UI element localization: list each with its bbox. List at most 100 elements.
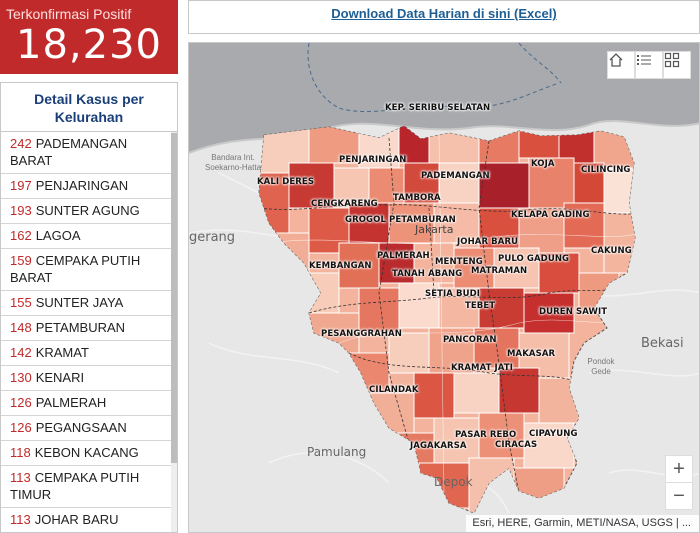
case-count: 242 xyxy=(10,136,32,151)
label-pasar-rebo: PASAR REBO xyxy=(455,430,517,440)
download-excel-link[interactable]: Download Data Harian di sini (Excel) xyxy=(331,6,557,21)
place-jakarta: Jakarta xyxy=(415,223,454,236)
list-item[interactable]: 148 PETAMBURAN xyxy=(1,316,173,341)
label-cipayung: CIPAYUNG xyxy=(529,429,578,439)
label-tambora: TAMBORA xyxy=(393,193,441,203)
case-count: 126 xyxy=(10,420,32,435)
place-bandara: Bandara Int. Soekarno-Hatta xyxy=(204,153,262,172)
label-pulo-gadung: PULO GADUNG xyxy=(498,254,570,264)
list-item[interactable]: 193 SUNTER AGUNG xyxy=(1,199,173,224)
label-palmerah: PALMERAH xyxy=(377,251,430,261)
list-item[interactable]: 242 PADEMANGAN BARAT xyxy=(1,132,173,174)
kelurahan-name: KEBON KACANG xyxy=(34,445,139,460)
map-canvas[interactable] xyxy=(189,43,700,533)
label-kep-seribu: KEP. SERIBU SELATAN xyxy=(385,103,491,113)
map-view[interactable]: Bandara Int. Soekarno-Hatta gerang Bekas… xyxy=(188,42,700,533)
list-item[interactable]: 142 KRAMAT xyxy=(1,341,173,366)
roads-overlay xyxy=(268,132,635,494)
case-count: 130 xyxy=(10,370,32,385)
place-tangerang: gerang xyxy=(189,230,236,245)
place-bekasi: Bekasi xyxy=(641,336,684,351)
kelurahan-name: PENJARINGAN xyxy=(35,178,129,193)
list-item[interactable]: 197 PENJARINGAN xyxy=(1,174,173,199)
case-count: 162 xyxy=(10,228,32,243)
kelurahan-name: KENARI xyxy=(35,370,85,385)
coast-area xyxy=(189,43,699,153)
list-title: Detail Kasus per Kelurahan xyxy=(1,83,177,132)
label-setia-budi: SETIA BUDI xyxy=(425,289,481,299)
list-item[interactable]: 126 PALMERAH xyxy=(1,391,173,416)
kelurahan-name: SUNTER AGUNG xyxy=(35,203,140,218)
kelurahan-list[interactable]: 242 PADEMANGAN BARAT 197 PENJARINGAN 193 SUNT… xyxy=(1,132,173,532)
list-item[interactable]: 155 SUNTER JAYA xyxy=(1,291,173,316)
case-count: 148 xyxy=(10,320,32,335)
positive-count-panel: Terkonfirmasi Positif 18,230 xyxy=(0,0,178,74)
basemap-gallery-button[interactable] xyxy=(663,51,691,79)
label-johar-baru: JOHAR BARU xyxy=(457,237,519,247)
case-count: 142 xyxy=(10,345,32,360)
kelurahan-name: JOHAR BARU xyxy=(34,512,119,527)
home-button[interactable] xyxy=(607,51,635,79)
legend-button[interactable] xyxy=(635,51,663,79)
list-item[interactable]: 130 KENARI xyxy=(1,366,173,391)
list-item[interactable]: 113 CEMPAKA PUTIH TIMUR xyxy=(1,466,173,508)
label-cilincing: CILINCING xyxy=(581,165,631,175)
case-count: 118 xyxy=(10,445,31,460)
case-count: 159 xyxy=(10,253,32,268)
case-count: 126 xyxy=(10,395,32,410)
case-count: 155 xyxy=(10,295,32,310)
kelurahan-list-panel: Detail Kasus per Kelurahan 242 PADEMANGAN… xyxy=(0,82,178,533)
place-pamulang: Pamulang xyxy=(307,445,367,459)
label-pancoran: PANCORAN xyxy=(443,335,497,345)
label-kramat-jati: KRAMAT JATI xyxy=(451,363,513,373)
label-tebet: TEBET xyxy=(465,301,496,311)
case-count: 113 xyxy=(10,470,31,485)
zoom-out-button[interactable]: − xyxy=(665,482,693,510)
label-ciracas: CIRACAS xyxy=(495,440,538,450)
label-menteng: MENTENG xyxy=(435,257,483,267)
place-depok: Depok xyxy=(434,475,473,489)
label-penjaringan: PENJARINGAN xyxy=(339,155,407,165)
label-koja: KOJA xyxy=(531,159,555,169)
kelurahan-name: CEMPAKA PUTIH BARAT xyxy=(10,253,141,285)
label-makasar: MAKASAR xyxy=(507,349,556,359)
basemap-gallery-icon xyxy=(664,52,680,68)
case-count: 193 xyxy=(10,203,32,218)
label-duren-sawit: DUREN SAWIT xyxy=(539,307,608,317)
download-bar: Download Data Harian di sini (Excel) xyxy=(188,0,700,34)
place-pondok-gede: Pondok Gede xyxy=(587,357,615,376)
label-cengkareng: CENGKARENG xyxy=(311,199,378,209)
label-cilandak: CILANDAK xyxy=(369,385,419,395)
label-grogol: GROGOL PETAMBURAN xyxy=(345,215,456,225)
label-matraman: MATRAMAN xyxy=(471,266,528,276)
label-pesanggrahan: PESANGGRAHAN xyxy=(321,329,402,339)
scrollbar-thumb[interactable] xyxy=(171,133,177,463)
label-tanah-abang: TANAH ABANG xyxy=(392,269,463,279)
label-jagakarsa: JAGAKARSA xyxy=(410,441,467,451)
label-kembangan: KEMBANGAN xyxy=(309,261,372,271)
label-pademangan: PADEMANGAN xyxy=(421,171,490,181)
list-icon xyxy=(637,55,651,65)
kelurahan-name: SUNTER JAYA xyxy=(35,295,124,310)
kelurahan-name: LAGOA xyxy=(35,228,81,243)
home-icon xyxy=(609,53,623,67)
kelurahan-name: PALMERAH xyxy=(35,395,107,410)
list-item[interactable]: 118 KEBON KACANG xyxy=(1,441,173,466)
case-count: 197 xyxy=(10,178,32,193)
kelurahan-name: PETAMBURAN xyxy=(35,320,126,335)
positive-label: Terkonfirmasi Positif xyxy=(6,6,132,22)
kelurahan-name: CEMPAKA PUTIH TIMUR xyxy=(10,470,140,502)
label-kelapa-gading: KELAPA GADING xyxy=(511,210,590,220)
list-item[interactable]: 126 PEGANGSAAN xyxy=(1,416,173,441)
list-item[interactable]: 159 CEMPAKA PUTIH BARAT xyxy=(1,249,173,291)
list-item[interactable]: 113 JOHAR BARU xyxy=(1,508,173,532)
zoom-in-button[interactable]: + xyxy=(665,455,693,483)
kelurahan-name: PADEMANGAN BARAT xyxy=(10,136,128,168)
map-attribution: Esri, HERE, Garmin, METI/NASA, USGS | ..… xyxy=(466,515,699,532)
case-count: 113 xyxy=(10,512,31,527)
kelurahan-name: PEGANGSAAN xyxy=(35,420,127,435)
label-kalideres: KALI DERES xyxy=(257,177,315,187)
kelurahan-name: KRAMAT xyxy=(35,345,89,360)
positive-value: 18,230 xyxy=(16,22,162,68)
list-item[interactable]: 162 LAGOA xyxy=(1,224,173,249)
